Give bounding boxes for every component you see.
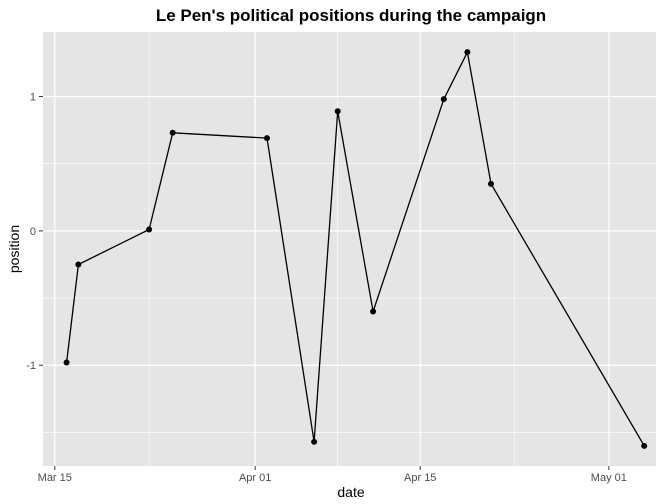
series-line [65, 51, 645, 447]
x-tick-label: May 01 [591, 472, 627, 484]
series-layer [63, 49, 648, 449]
x-tick-label: Mar 15 [38, 472, 72, 484]
data-point [311, 438, 318, 445]
data-point [440, 96, 447, 103]
y-tick-label: 1 [30, 91, 36, 103]
data-point [75, 261, 82, 268]
data-point [487, 180, 494, 187]
chart-title: Le Pen's political positions during the … [156, 6, 546, 25]
plot-panel [43, 32, 656, 466]
data-point [146, 226, 153, 233]
x-axis-title: date [337, 484, 364, 500]
y-tick-label: 0 [30, 226, 36, 238]
x-tick-label: Apr 01 [239, 472, 271, 484]
data-point [370, 308, 377, 315]
data-point [334, 108, 341, 115]
y-tick-label: -1 [26, 360, 36, 372]
x-tick-label: Apr 15 [404, 472, 436, 484]
data-point [464, 49, 471, 56]
axis-ticks: Mar 15 Apr 01 Apr 15 May 01 -1 0 1 [26, 91, 627, 484]
data-point [263, 135, 270, 142]
data-point [169, 129, 176, 136]
data-point [63, 359, 70, 366]
y-axis-title: position [6, 225, 22, 273]
data-point [641, 442, 648, 449]
